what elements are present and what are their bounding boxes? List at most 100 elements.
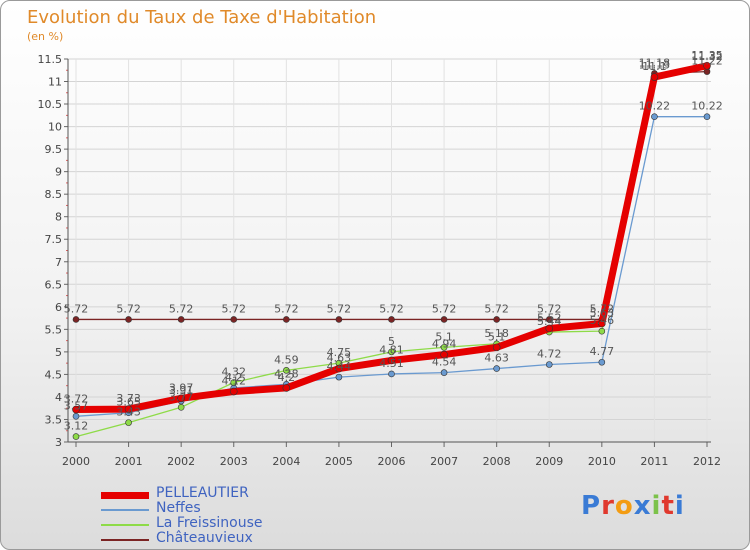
data-label: 4.2 bbox=[225, 371, 243, 384]
data-point bbox=[703, 113, 711, 120]
data-point bbox=[335, 373, 343, 381]
data-point bbox=[545, 324, 554, 333]
y-tick-label: 7.5 bbox=[45, 233, 63, 246]
data-label: 11.32 bbox=[691, 50, 723, 63]
data-label: 4.28 bbox=[274, 367, 299, 380]
data-label: 3.91 bbox=[169, 384, 194, 397]
data-label: 5.52 bbox=[537, 311, 562, 324]
data-label: 3.77 bbox=[169, 390, 194, 403]
data-point bbox=[493, 365, 500, 372]
data-point bbox=[72, 413, 80, 420]
x-tick-label: 2006 bbox=[378, 455, 406, 468]
data-point bbox=[177, 404, 185, 411]
data-point bbox=[388, 370, 395, 378]
data-label: 4.51 bbox=[379, 357, 404, 370]
y-tick-label: 8.5 bbox=[45, 188, 63, 201]
y-tick-label: 9.5 bbox=[45, 143, 63, 156]
data-label: 4.2 bbox=[278, 371, 296, 384]
x-tick-label: 2002 bbox=[167, 455, 195, 468]
data-label: 5.72 bbox=[484, 302, 509, 315]
data-point bbox=[598, 327, 606, 335]
data-label: 5.63 bbox=[590, 306, 615, 319]
data-label: 11.1 bbox=[642, 60, 667, 73]
proxiti-logo: Proxiti bbox=[581, 491, 685, 521]
data-label: 4.63 bbox=[484, 352, 509, 365]
data-point bbox=[492, 343, 501, 352]
data-point bbox=[335, 316, 343, 323]
data-label: 4.63 bbox=[327, 352, 352, 365]
data-label: 3.73 bbox=[116, 392, 141, 405]
data-point bbox=[440, 350, 448, 359]
y-tick-label: 4 bbox=[55, 391, 62, 404]
data-label: 4.59 bbox=[274, 353, 299, 366]
chart-subtitle: (en %) bbox=[27, 30, 64, 43]
data-point bbox=[545, 316, 553, 323]
data-label: 5.72 bbox=[327, 302, 352, 315]
y-tick-label: 6 bbox=[55, 301, 62, 314]
data-point bbox=[283, 316, 290, 323]
y-tick-label: 8 bbox=[55, 211, 62, 224]
data-label: 5 bbox=[388, 335, 395, 348]
data-label: 5.72 bbox=[537, 302, 562, 315]
data-point bbox=[230, 379, 238, 386]
x-tick-label: 2001 bbox=[115, 455, 143, 468]
data-point bbox=[651, 113, 658, 120]
data-label: 5.72 bbox=[590, 302, 615, 315]
legend-swatch bbox=[101, 524, 149, 526]
data-label: 5.1 bbox=[488, 330, 506, 343]
x-tick-label: 2004 bbox=[272, 455, 300, 468]
y-tick-label: 10 bbox=[48, 121, 62, 134]
data-label: 4.44 bbox=[327, 360, 352, 373]
data-point bbox=[598, 358, 606, 366]
y-tick-label: 7 bbox=[55, 256, 62, 269]
data-label: 4.77 bbox=[590, 345, 615, 358]
y-tick-label: 3.5 bbox=[45, 413, 63, 426]
data-point bbox=[282, 384, 291, 392]
data-label: 5.72 bbox=[64, 302, 89, 315]
data-point bbox=[283, 367, 290, 374]
y-tick-label: 11 bbox=[48, 76, 62, 89]
x-tick-label: 2005 bbox=[325, 455, 353, 468]
data-point bbox=[388, 316, 395, 323]
data-point bbox=[230, 316, 238, 323]
legend-swatch bbox=[101, 509, 149, 511]
data-point bbox=[650, 73, 659, 81]
data-label: 5.72 bbox=[169, 302, 194, 315]
data-label: 3.12 bbox=[64, 420, 89, 433]
data-point bbox=[703, 61, 711, 70]
data-point bbox=[598, 319, 606, 328]
legend-swatch bbox=[101, 539, 149, 541]
data-label: 11.22 bbox=[691, 55, 723, 68]
data-label: 5.72 bbox=[274, 302, 299, 315]
data-label: 3.57 bbox=[64, 399, 89, 412]
data-label: 3.72 bbox=[64, 393, 89, 406]
data-point bbox=[335, 364, 343, 373]
y-tick-label: 6.5 bbox=[45, 278, 63, 291]
data-point bbox=[177, 394, 185, 403]
data-label: 5.72 bbox=[222, 302, 247, 315]
data-label: 4.72 bbox=[537, 347, 562, 360]
data-point bbox=[72, 405, 80, 414]
x-tick-label: 2008 bbox=[483, 455, 511, 468]
data-point bbox=[388, 348, 395, 356]
legend-label: Neffes bbox=[156, 500, 201, 516]
data-label: 5.72 bbox=[432, 302, 457, 315]
x-tick-label: 2003 bbox=[220, 455, 248, 468]
data-point bbox=[72, 433, 80, 440]
legend-label: PELLEAUTIER bbox=[156, 485, 249, 501]
legend-label: La Freissinouse bbox=[156, 515, 263, 531]
data-point bbox=[124, 405, 133, 413]
x-tick-label: 2012 bbox=[693, 455, 721, 468]
data-label: 4.75 bbox=[327, 346, 352, 359]
data-label: 3.97 bbox=[169, 381, 194, 394]
data-label: 5.46 bbox=[590, 314, 615, 327]
data-point bbox=[387, 356, 396, 365]
data-point bbox=[125, 419, 132, 426]
data-label: 4.54 bbox=[432, 356, 457, 369]
x-tick-label: 2010 bbox=[588, 455, 616, 468]
chart-title: Evolution du Taux de Taxe d'Habitation bbox=[27, 7, 377, 28]
x-tick-label: 2007 bbox=[430, 455, 458, 468]
x-tick-label: 2011 bbox=[640, 455, 668, 468]
